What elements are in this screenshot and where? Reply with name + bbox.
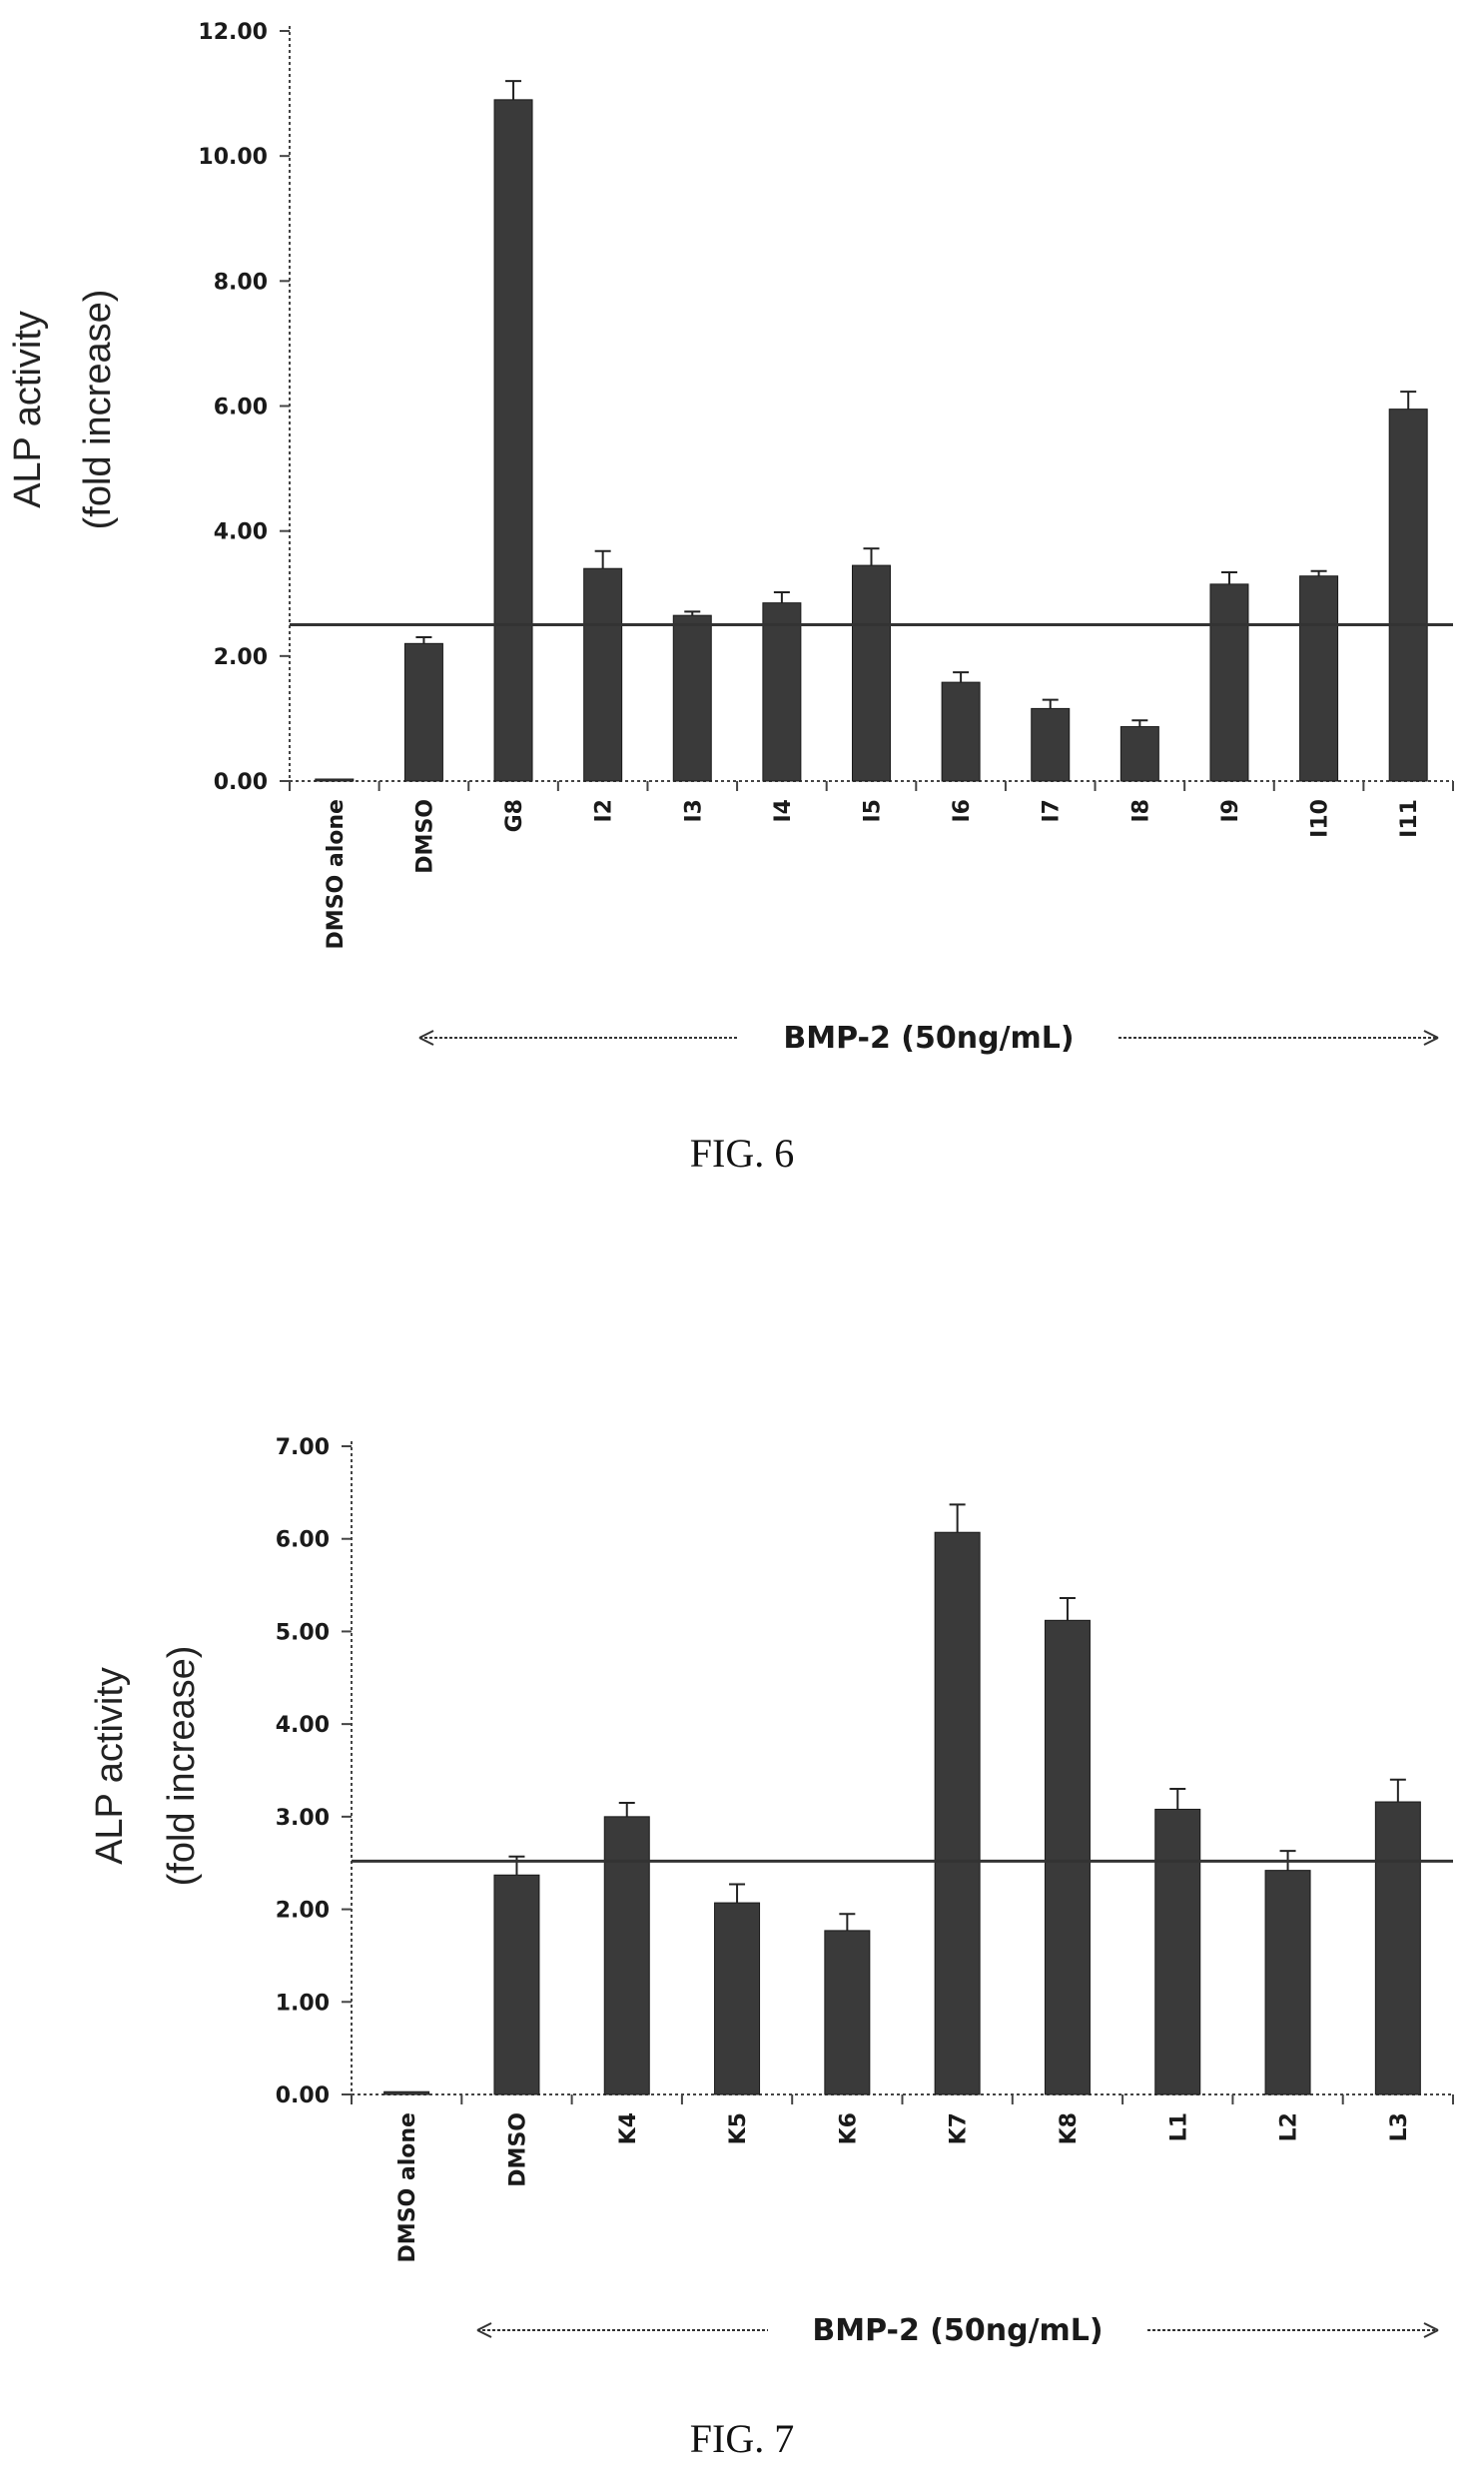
category-label: L2 — [1277, 2112, 1302, 2141]
bar-i2 — [583, 567, 623, 782]
bracket-arrow-left — [476, 2322, 492, 2338]
bar-k5 — [714, 1902, 761, 2095]
bar-k4 — [603, 1816, 650, 2095]
category-label: L1 — [1166, 2112, 1191, 2141]
fig6-chart: 0.00 2.00 4.00 6.00 8.00 10.00 12.00 ALP activi… — [7, 20, 1454, 1176]
y-tick-label: 1.00 — [276, 1991, 330, 2016]
bar-i9 — [1209, 583, 1249, 782]
bar-i4 — [762, 602, 802, 782]
y-tick-label: 2.00 — [214, 645, 268, 670]
bar-dmso — [493, 1874, 540, 2095]
bar-i3 — [672, 614, 712, 782]
category-label: K4 — [616, 2112, 641, 2144]
y-tick-label: 6.00 — [276, 1528, 330, 1553]
category-label: I5 — [861, 799, 886, 823]
category-label: I9 — [1218, 799, 1243, 823]
category-label: L3 — [1387, 2112, 1412, 2141]
fig7-chart: 0.00 1.00 2.00 3.00 4.00 5.00 6.00 7.00 ALP acti… — [89, 1435, 1454, 2461]
category-label: DMSO alone — [395, 2112, 420, 2262]
y-tick-label: 0.00 — [276, 2083, 330, 2108]
bracket-arrow-left — [418, 1030, 434, 1046]
bar-l3 — [1374, 1801, 1421, 2095]
y-axis-label: ALP activity — [7, 311, 49, 508]
category-label: I3 — [681, 799, 706, 823]
bar-i5 — [852, 564, 891, 782]
y-tick-label: 5.00 — [276, 1620, 330, 1645]
y-tick-label: 3.00 — [276, 1806, 330, 1831]
bar-i6 — [941, 681, 981, 782]
category-label: G8 — [502, 799, 527, 832]
bar-i10 — [1299, 575, 1339, 782]
figure-caption: FIG. 6 — [690, 1131, 794, 1176]
category-label: I6 — [950, 799, 975, 823]
bar-g8 — [493, 99, 533, 782]
y-tick-label: 8.00 — [214, 270, 268, 295]
bracket-arrow-right — [1423, 2322, 1439, 2338]
y-tick-label: 7.00 — [276, 1435, 330, 1460]
category-label: DMSO — [505, 2112, 530, 2187]
y-tick-label: 12.00 — [198, 20, 268, 45]
category-label: I11 — [1397, 799, 1422, 838]
bar-dmso-alone — [315, 778, 355, 782]
bar-i11 — [1388, 409, 1428, 782]
figure-caption: FIG. 7 — [690, 2416, 794, 2461]
category-label: DMSO alone — [324, 799, 349, 949]
bar-dmso — [403, 642, 443, 782]
bar-l2 — [1264, 1870, 1311, 2095]
category-label: K6 — [836, 2112, 861, 2144]
y-axis-label: ALP activity — [89, 1667, 131, 1865]
bar-k7 — [934, 1531, 981, 2095]
bar-i7 — [1031, 707, 1071, 782]
bracket-arrow-right — [1423, 1030, 1439, 1046]
y-axis-label: (fold increase) — [161, 1646, 203, 1887]
bar-k8 — [1044, 1619, 1091, 2095]
y-tick-label: 4.00 — [214, 520, 268, 545]
category-label: K5 — [726, 2112, 751, 2144]
category-label: K7 — [947, 2112, 972, 2144]
category-label: I10 — [1308, 799, 1333, 838]
y-tick-label: 0.00 — [214, 770, 268, 795]
bar-dmso-alone — [383, 2090, 430, 2095]
category-label: K8 — [1057, 2112, 1082, 2144]
y-tick-label: 6.00 — [214, 396, 268, 420]
y-tick-label: 4.00 — [276, 1713, 330, 1738]
category-label: I8 — [1128, 799, 1153, 823]
y-axis-label: (fold increase) — [77, 290, 119, 530]
y-tick-label: 2.00 — [276, 1899, 330, 1924]
bar-i8 — [1119, 726, 1159, 782]
category-label: I7 — [1040, 799, 1065, 823]
bar-l1 — [1154, 1808, 1201, 2095]
category-label: I2 — [592, 799, 617, 823]
category-label: DMSO — [412, 799, 437, 874]
y-tick-label: 10.00 — [198, 145, 268, 170]
bracket-label: BMP-2 (50ng/mL) — [783, 1021, 1074, 1056]
category-label: I4 — [771, 799, 796, 823]
bar-k6 — [824, 1930, 871, 2095]
bracket-label: BMP-2 (50ng/mL) — [812, 2313, 1103, 2348]
